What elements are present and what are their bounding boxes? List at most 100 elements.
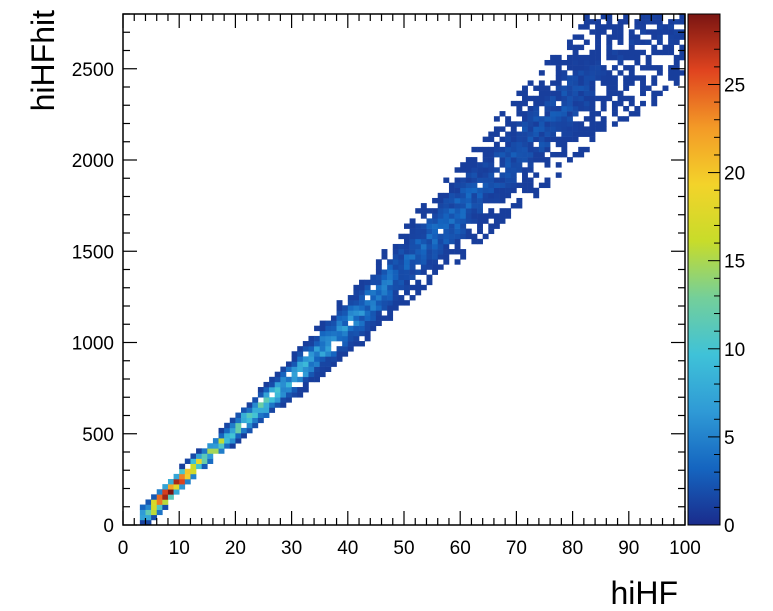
heatmap-cell <box>522 100 528 107</box>
heatmap-cell <box>404 238 410 245</box>
heatmap-cell <box>651 80 658 86</box>
heatmap-cell <box>645 14 652 20</box>
heatmap-cell <box>145 499 152 505</box>
heatmap-cell <box>280 397 287 403</box>
heatmap-cell <box>471 187 478 194</box>
heatmap-cell <box>415 259 422 265</box>
heatmap-cell <box>578 65 585 71</box>
heatmap-cell <box>628 44 635 51</box>
heatmap-cell <box>482 172 489 178</box>
color-scale-ticks <box>708 13 720 526</box>
heatmap-cell <box>314 351 320 357</box>
heatmap-cell <box>516 146 523 153</box>
heatmap-cell <box>595 59 601 66</box>
heatmap-cell <box>572 151 579 158</box>
heatmap-cell <box>656 19 663 25</box>
heatmap-cell <box>572 95 579 102</box>
heatmap-cell <box>673 65 680 71</box>
heatmap-cell <box>656 90 663 97</box>
heatmap-cell <box>617 19 624 25</box>
heatmap-cell <box>347 315 354 321</box>
heatmap-cell <box>291 366 298 372</box>
heatmap-cell <box>538 121 545 127</box>
heatmap-cell <box>448 238 455 245</box>
heatmap-cell <box>572 44 579 51</box>
heatmap-cell <box>364 289 371 296</box>
heatmap-cell <box>325 356 332 362</box>
heatmap-cell <box>527 151 534 158</box>
heatmap-cell <box>550 111 557 117</box>
heatmap-cell <box>325 325 332 332</box>
heatmap-cell <box>572 121 579 127</box>
heatmap-cell <box>443 249 450 255</box>
heatmap-cell <box>572 131 579 137</box>
heatmap-cell <box>668 24 675 30</box>
heatmap-cell <box>173 484 180 490</box>
heatmap-cell <box>404 289 410 296</box>
heatmap-cell <box>493 213 500 219</box>
heatmap-cell <box>246 407 253 413</box>
heatmap-cell <box>673 75 680 81</box>
heatmap-cell <box>347 341 354 347</box>
heatmap-cell <box>510 151 517 158</box>
heatmap-cell <box>139 509 146 516</box>
heatmap-cell <box>623 95 630 102</box>
heatmap-cell <box>319 371 326 378</box>
heatmap-cell <box>645 65 652 71</box>
heatmap-cell <box>673 29 680 35</box>
heatmap-cell <box>336 356 343 362</box>
heatmap-cell <box>297 366 304 372</box>
heatmap-cell <box>342 325 349 332</box>
heatmap-cell <box>566 126 573 132</box>
heatmap-cell <box>499 136 506 143</box>
heatmap-cell <box>522 167 528 173</box>
heatmap-cell <box>347 305 354 311</box>
heatmap-cell <box>510 146 517 153</box>
heatmap-cell <box>578 54 585 61</box>
heatmap-cell <box>651 75 658 81</box>
heatmap-cell <box>668 44 675 51</box>
heatmap-cell <box>477 177 483 183</box>
heatmap-cell <box>533 146 540 153</box>
heatmap-cell <box>432 213 439 219</box>
heatmap-cells <box>139 14 686 526</box>
heatmap-cell <box>510 203 517 209</box>
heatmap-cell <box>443 233 450 240</box>
heatmap-cell <box>420 259 427 265</box>
heatmap-cell <box>555 80 562 86</box>
heatmap-cell <box>662 49 669 56</box>
heatmap-cell <box>404 259 410 265</box>
heatmap-cell <box>578 34 585 40</box>
heatmap-cell <box>606 34 613 40</box>
heatmap-cell <box>477 192 483 199</box>
heatmap-cell <box>505 121 512 127</box>
heatmap-cell <box>359 310 365 316</box>
heatmap-cell <box>280 392 287 398</box>
heatmap-cell <box>325 341 332 347</box>
heatmap-cell <box>533 172 540 178</box>
heatmap-cell <box>522 85 528 91</box>
heatmap-cell <box>538 116 545 122</box>
heatmap-cell <box>471 157 478 163</box>
heatmap-cell <box>426 254 433 260</box>
heatmap-cell <box>611 65 618 71</box>
heatmap-cell <box>437 249 444 255</box>
heatmap-cell <box>527 116 534 122</box>
heatmap-cell <box>342 341 349 347</box>
heatmap-cell <box>342 351 349 357</box>
heatmap-cell <box>477 223 483 229</box>
heatmap-cell <box>156 504 163 510</box>
heatmap-cell <box>595 34 601 40</box>
heatmap-cell <box>342 335 349 342</box>
heatmap-cell <box>493 151 500 158</box>
heatmap-cell <box>280 387 287 393</box>
heatmap-cell <box>538 85 545 91</box>
heatmap-cell <box>302 346 309 352</box>
heatmap-cell <box>201 448 208 454</box>
heatmap-cell <box>516 167 523 173</box>
heatmap-cell <box>617 29 624 35</box>
heatmap-cell <box>527 105 534 112</box>
heatmap-cell <box>297 387 304 393</box>
heatmap-cell <box>606 75 613 81</box>
heatmap-cell <box>578 59 585 66</box>
